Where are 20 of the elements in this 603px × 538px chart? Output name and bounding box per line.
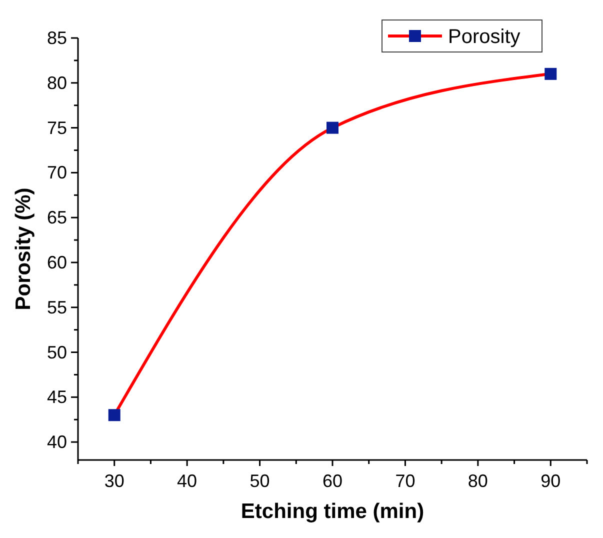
y-tick-label: 70 <box>46 162 67 183</box>
y-tick-label: 65 <box>46 208 67 228</box>
y-tick-label: 50 <box>46 342 67 362</box>
x-tick-label: 90 <box>540 471 561 491</box>
x-tick-label: 50 <box>250 471 270 491</box>
x-tick-label: 30 <box>104 471 124 491</box>
x-tick-label: 80 <box>468 471 488 491</box>
x-tick-label: 60 <box>322 471 343 491</box>
x-tick-label: 70 <box>395 471 416 491</box>
y-tick-label: 45 <box>46 387 67 408</box>
y-tick-label: 80 <box>46 72 67 93</box>
x-axis-title: Etching time (min) <box>240 500 424 523</box>
legend-label: Porosity <box>448 26 520 48</box>
y-axis-title: Porosity (%) <box>12 188 35 310</box>
y-tick-label: 85 <box>46 28 67 48</box>
y-tick-label: 55 <box>46 297 67 318</box>
y-tick-label: 60 <box>46 252 67 272</box>
y-tick-label: 40 <box>46 432 67 452</box>
y-tick-label: 75 <box>46 118 67 138</box>
x-tick-label: 40 <box>177 471 198 491</box>
